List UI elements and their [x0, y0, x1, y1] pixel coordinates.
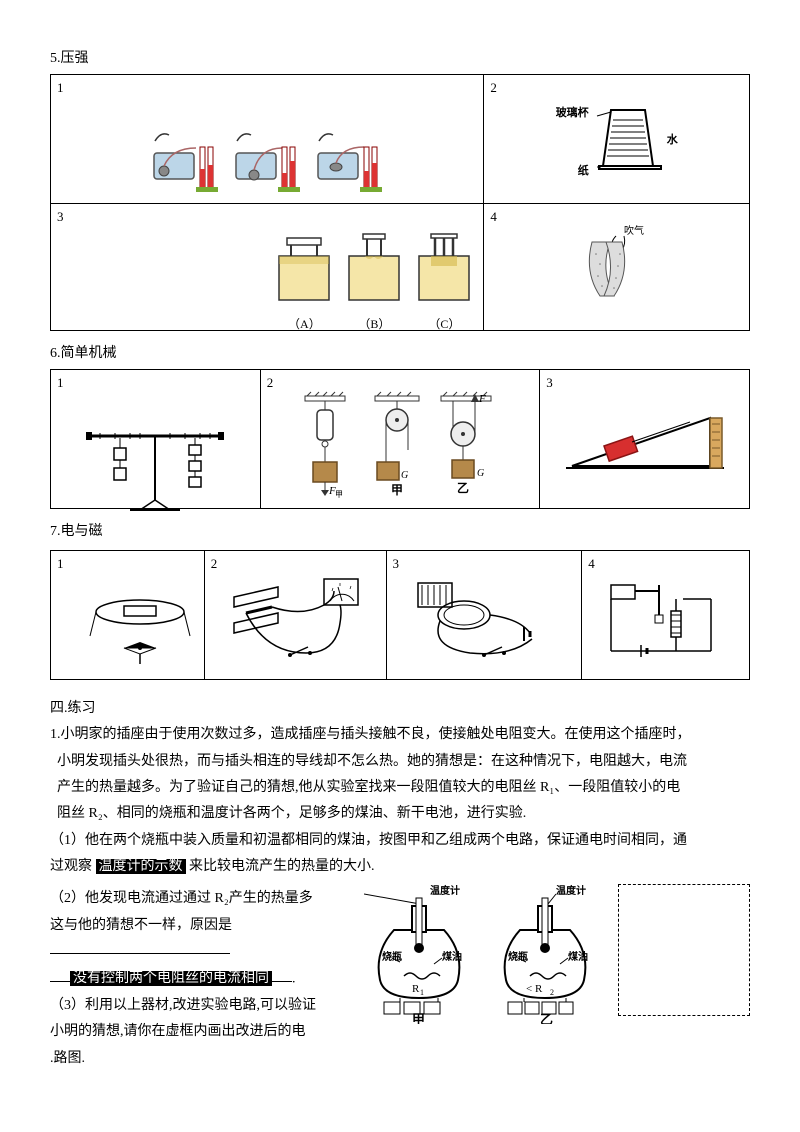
- pulley-figure: F 甲 G 甲: [265, 374, 536, 500]
- svg-text:R: R: [412, 983, 420, 995]
- blow-label: 吹气: [624, 224, 644, 237]
- svg-text:甲: 甲: [391, 483, 403, 497]
- section-6-table: 1: [50, 369, 750, 509]
- cell-num: 4: [490, 207, 497, 228]
- sponge-pressure-figure: （A） （B）: [55, 208, 479, 342]
- section-7-title: 7.电与磁: [50, 521, 750, 543]
- part3-a: （3）利用以上器材,改进实验电路,可以验证: [50, 995, 352, 1017]
- svg-text:F: F: [478, 393, 486, 405]
- part3-b: 小明的猜想,请你在虚框内画出改进后的电: [50, 1021, 352, 1043]
- svg-text:1: 1: [420, 988, 424, 997]
- cell-num: 2: [490, 78, 497, 99]
- section-6-title: 6.简单机械: [50, 343, 750, 365]
- svg-text:G: G: [477, 468, 484, 479]
- svg-text:甲: 甲: [335, 490, 343, 499]
- svg-text:甲: 甲: [412, 1012, 425, 1024]
- svg-text:G: G: [401, 470, 408, 481]
- blank-line: [50, 937, 230, 953]
- cell-num: 1: [57, 78, 64, 99]
- blow-paper-figure: 吹气: [488, 208, 745, 314]
- motor-principle-figure: [391, 555, 578, 671]
- svg-text:< R: < R: [526, 983, 543, 995]
- q1-line: 产生的热量越多。为了验证自己的猜想,他从实验室找来一段阻值较大的电阻丝 R₁、一…: [50, 777, 750, 799]
- cell-num: 2: [267, 373, 274, 394]
- part2-a: （2）他发现电流通过通过 R₂产生的热量多: [50, 888, 352, 910]
- glass-cup-figure: 玻璃杯 纸: [488, 79, 745, 185]
- svg-text:煤油: 煤油: [568, 950, 588, 963]
- q1-line: 阻丝 R₂、相同的烧瓶和温度计各两个，足够多的煤油、新干电池，进行实验.: [50, 803, 750, 825]
- cell-num: 2: [211, 554, 218, 575]
- exercise-4: 四.练习 1.小明家的插座由于使用次数过多，造成插座与插头接触不良，使接触处电阻…: [50, 698, 750, 1074]
- sub-a: （A）: [269, 315, 339, 334]
- q1-line: 1.小明家的插座由于使用次数过多，造成插座与插头接触不良，使接触处电阻变大。在使…: [50, 724, 750, 746]
- oersted-figure: [55, 555, 200, 691]
- glass-label: 玻璃杯: [556, 105, 589, 123]
- flask-diagram-row: （2）他发现电流通过通过 R₂产生的热量多 这与他的猜想不一样，原因是 没有控制…: [50, 884, 750, 1074]
- cell-num: 3: [57, 207, 64, 228]
- inclined-plane-figure: [544, 374, 745, 480]
- blank-line: [272, 966, 292, 982]
- cell-num: 3: [546, 373, 553, 394]
- pressure-manometer-figure: [55, 79, 479, 215]
- part2-c: 没有控制两个电阻丝的电流相同.: [50, 966, 352, 991]
- part1-a: （1）他在两个烧瓶中装入质量和初温都相同的煤油，按图甲和乙组成两个电路，保证通电…: [50, 830, 750, 852]
- cell-num: 1: [57, 373, 64, 394]
- water-label: 水: [667, 132, 678, 150]
- part3-c: .路图.: [50, 1048, 352, 1070]
- answer-drawing-box: [618, 884, 750, 1016]
- cell-num: 1: [57, 554, 64, 575]
- answer-highlight-2: 没有控制两个电阻丝的电流相同: [70, 971, 272, 986]
- flask-yi: 温度计 烧瓶 煤油 < R2 乙: [486, 884, 606, 1032]
- svg-text:2: 2: [550, 988, 554, 997]
- lever-balance-figure: [55, 374, 256, 520]
- part1-b-post: 来比较电流产生的热量的大小.: [189, 859, 375, 874]
- cell-num: 3: [393, 554, 400, 575]
- electromagnet-relay-figure: [586, 555, 745, 671]
- flask-jia: 温度计 烧瓶 煤油 R1: [364, 884, 474, 1032]
- electromagnetic-induction-figure: [209, 555, 382, 671]
- q1-line: 小明发现插头处很热，而与插头相连的导线却不怎么热。她的猜想是：在这种情况下，电阻…: [50, 751, 750, 773]
- svg-text:乙: 乙: [457, 481, 469, 495]
- exercise-heading: 四.练习: [50, 698, 750, 720]
- section-5-table: 1: [50, 74, 750, 331]
- part1-b-pre: 过观察: [50, 859, 92, 874]
- sub-c: （C）: [409, 315, 479, 334]
- cell-num: 4: [588, 554, 595, 575]
- part2-b-pre: 这与他的猜想不一样，原因是: [50, 918, 232, 933]
- svg-text:乙: 乙: [540, 1012, 553, 1024]
- section-7-table: 1 2: [50, 550, 750, 680]
- blank-line: [50, 966, 70, 982]
- svg-text:温度计: 温度计: [556, 884, 586, 897]
- sub-b: （B）: [339, 315, 409, 334]
- svg-text:煤油: 煤油: [442, 950, 462, 963]
- section-5-title: 5.压强: [50, 48, 750, 70]
- paper-label: 纸: [556, 163, 589, 181]
- svg-text:温度计: 温度计: [430, 884, 460, 897]
- part1-b: 过观察 温度计的示数 来比较电流产生的热量的大小.: [50, 856, 750, 878]
- part2-b: 这与他的猜想不一样，原因是: [50, 915, 352, 962]
- answer-highlight-1: 温度计的示数: [96, 859, 186, 874]
